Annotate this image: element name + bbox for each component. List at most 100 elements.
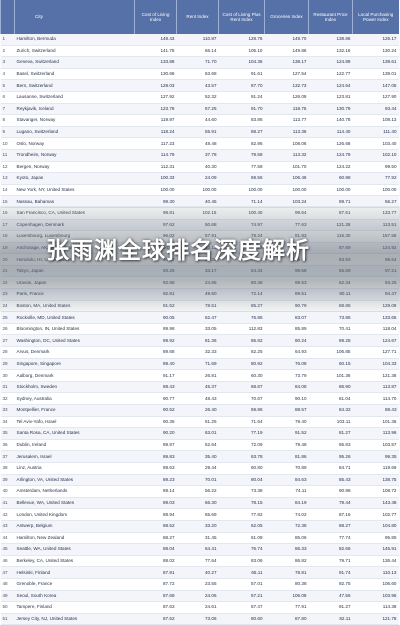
rank-cell: 9 <box>0 126 15 139</box>
purchasing-power-cell: 104.80 <box>352 520 399 533</box>
table-row[interactable]: 43 Antwerp, Belgium 88.52 33.20 62.05 72.38 88… <box>0 520 399 533</box>
table-row[interactable]: 33 Montpellier, France 90.52 26.40 59.86 88.5… <box>0 404 399 417</box>
table-row[interactable]: 50 Tampere, Finland 87.63 24.61 57.47 77.91 91… <box>0 601 399 614</box>
table-row[interactable]: 49 Seoul, South Korea 87.68 24.06 57.21 106.0… <box>0 590 399 603</box>
city-cell: Jersey City, NJ, United States <box>14 613 135 625</box>
table-row[interactable]: 27 Washington, DC, United States 89.92 81.3… <box>0 334 399 348</box>
table-row[interactable]: 10 Oslo, Norway 117.23 48.48 82.96 108.06 126.… <box>0 137 399 150</box>
groceries-cell: 86.82 <box>264 555 309 568</box>
table-row[interactable]: 44 Hamilton, New Zealand 88.27 31.45 61.08 85… <box>0 532 399 545</box>
city-cell: Tel Aviv-Yafo, Israel <box>14 416 135 429</box>
table-row[interactable]: 1 Hamilton, Bermuda 149.43 110.87 128.76 149.… <box>0 34 399 46</box>
rent-index-cell: 23.55 <box>176 578 219 591</box>
restaurant-price-cell: 123.81 <box>308 91 353 104</box>
city-cell: Reykjavik, Iceland <box>14 103 135 116</box>
rank-cell: 8 <box>0 114 15 127</box>
table-row[interactable]: 2 Zurich, Switzerland 141.75 66.14 105.10 149… <box>0 45 399 58</box>
table-row[interactable]: 40 Amsterdam, Netherlands 89.14 56.22 73.38 7… <box>0 485 399 498</box>
table-row[interactable]: 6 Lausanne, Switzerland 127.92 52.32 91.24 12… <box>0 91 399 104</box>
header-cost-of-living-index[interactable]: Cost of Living Index <box>134 0 177 34</box>
rent-index-cell: 48.48 <box>176 137 219 150</box>
cost-plus-rent-cell: 83.86 <box>218 114 265 127</box>
groceries-cell: 79.48 <box>264 439 309 452</box>
table-row[interactable]: 45 Seattle, WA, United States 88.04 64.41 76… <box>0 543 399 556</box>
groceries-cell: 70.89 <box>264 462 309 475</box>
table-row[interactable]: 36 Dublin, Ireland 89.97 52.64 72.09 79.48 85.… <box>0 439 399 452</box>
table-row[interactable]: 3 Geneva, Switzerland 133.88 71.70 104.36 138… <box>0 56 399 69</box>
table-row[interactable]: 11 Trondheim, Norway 114.79 37.78 79.58 113.3… <box>0 149 399 162</box>
header-rent-index[interactable]: Rent Index <box>176 0 219 34</box>
cost-of-living-cell: 88.04 <box>134 543 177 556</box>
purchasing-power-cell: 139.61 <box>352 56 399 69</box>
table-row[interactable]: 51 Jersey City, NJ, United States 87.52 73.… <box>0 613 399 625</box>
table-row[interactable]: 47 Helsinki, Finland 87.91 40.27 65.11 78.81 9… <box>0 566 399 579</box>
city-cell: Jerusalem, Israel <box>14 450 135 463</box>
table-row[interactable]: 8 Stavanger, Norway 119.97 44.60 83.86 113.77… <box>0 114 399 127</box>
table-row[interactable]: 42 London, United Kingdom 88.94 65.69 77.82 7… <box>0 508 399 521</box>
table-row[interactable]: 12 Bergen, Norway 112.31 40.30 77.58 101.70 12… <box>0 161 399 174</box>
purchasing-power-cell: 110.13 <box>352 566 399 579</box>
restaurant-price-cell: 90.98 <box>308 485 353 498</box>
cost-plus-rent-cell: 71.64 <box>218 416 265 429</box>
table-row[interactable]: 25 Rockville, MD, United States 90.05 62.47… <box>0 311 399 324</box>
city-cell: Hamilton, New Zealand <box>14 532 135 545</box>
header-rank[interactable] <box>0 0 15 34</box>
table-row[interactable]: 41 Bellevue, WA, United States 89.03 66.30 7… <box>0 497 399 510</box>
rent-index-cell: 29.44 <box>176 462 219 475</box>
table-row[interactable]: 13 Kyoto, Japan 100.33 24.09 69.56 106.46 60.9… <box>0 172 399 185</box>
table-row[interactable]: 38 Linz, Austria 89.63 29.44 60.80 70.89 84.71… <box>0 462 399 475</box>
groceries-cell: 85.06 <box>264 532 309 545</box>
header-cost-plus-rent-index[interactable]: Cost of Living Plus Rent Index <box>218 0 265 34</box>
header-groceries-index[interactable]: Groceries Index <box>264 0 309 34</box>
table-row[interactable]: 48 Grenoble, France 87.72 23.55 57.01 80.38 92… <box>0 578 399 591</box>
purchasing-power-cell: 103.57 <box>352 439 399 452</box>
table-row[interactable]: 46 Berkeley, CA, United States 88.02 77.64 8… <box>0 555 399 568</box>
cost-plus-rent-cell: 57.21 <box>218 590 265 603</box>
header-city[interactable]: City <box>14 0 135 34</box>
city-cell: Arlington, VA, United States <box>14 474 135 487</box>
table-row[interactable]: 30 Aalborg, Denmark 91.17 26.81 60.30 73.79 10… <box>0 369 399 382</box>
header-local-purchasing-power-index[interactable]: Local Purchasing Power Index <box>352 0 399 34</box>
cost-plus-rent-cell: 57.01 <box>218 578 265 591</box>
purchasing-power-cell: 138.75 <box>352 474 399 487</box>
city-cell: Bellevue, WA, United States <box>14 497 135 510</box>
rank-cell: 13 <box>0 172 15 185</box>
table-row[interactable]: 39 Arlington, VA, United States 89.23 70.01… <box>0 474 399 487</box>
groceries-cell: 113.36 <box>264 126 309 139</box>
table-row[interactable]: 26 Bloomington, IN, United States 89.98 33.… <box>0 323 399 336</box>
cost-of-living-cell: 130.68 <box>134 68 177 81</box>
rank-cell: 7 <box>0 103 15 116</box>
table-row[interactable]: 7 Reykjavik, Iceland 123.78 57.25 91.70 118.7… <box>0 103 399 116</box>
groceries-cell: 126.09 <box>264 91 309 104</box>
header-restaurant-price-index[interactable]: Restaurant Price Index <box>308 0 353 34</box>
restaurant-price-cell: 126.68 <box>308 137 353 150</box>
table-row[interactable]: 34 Tel Aviv-Yafo, Israel 90.36 51.25 71.64 79… <box>0 416 399 429</box>
groceries-cell: 73.79 <box>264 369 309 382</box>
purchasing-power-cell: 133.65 <box>352 311 399 324</box>
table-row[interactable]: 14 New York, NY, United States 100.00 100.0… <box>0 184 399 197</box>
table-row[interactable]: 35 Santa Rosa, CA, United States 90.20 63.0… <box>0 427 399 440</box>
restaurant-price-cell: 140.78 <box>308 114 353 127</box>
rank-cell: 51 <box>0 613 15 625</box>
purchasing-power-cell: 108.72 <box>352 485 399 498</box>
purchasing-power-cell: 100.00 <box>352 184 399 197</box>
table-row[interactable]: 29 Singapore, Singapore 89.40 71.69 80.92 76.… <box>0 358 399 371</box>
rent-index-cell: 37.78 <box>176 149 219 162</box>
groceries-cell: 85.89 <box>264 323 309 336</box>
table-row[interactable]: 28 Arvus, Denmark 89.68 32.33 62.25 64.93 106.… <box>0 346 399 359</box>
table-row[interactable]: 32 Sydney, Australia 90.77 48.43 70.67 90.10 8… <box>0 392 399 405</box>
rent-index-cell: 32.33 <box>176 346 219 359</box>
table-row[interactable]: 31 Stockholm, Sweden 88.43 45.37 68.87 84.08 8… <box>0 381 399 394</box>
city-cell: Stavanger, Norway <box>14 114 135 127</box>
table-row[interactable]: 9 Lugano, Switzerland 118.24 55.91 88.27 113.… <box>0 126 399 139</box>
table-row[interactable]: 37 Jerusalem, Israel 89.83 35.40 63.78 81.86 9… <box>0 450 399 463</box>
rent-index-cell: 55.91 <box>176 126 219 139</box>
rent-index-cell: 35.40 <box>176 450 219 463</box>
rent-index-cell: 45.37 <box>176 381 219 394</box>
table-row[interactable]: 4 Basel, Switzerland 130.68 63.68 91.61 127.5… <box>0 68 399 81</box>
cost-plus-rent-cell: 80.04 <box>218 474 265 487</box>
rank-cell: 27 <box>0 334 15 348</box>
purchasing-power-cell: 121.78 <box>352 613 399 625</box>
table-row[interactable]: 5 Bern, Switzerland 128.03 43.57 87.70 132.73… <box>0 79 399 92</box>
rent-index-cell: 110.87 <box>176 34 219 46</box>
